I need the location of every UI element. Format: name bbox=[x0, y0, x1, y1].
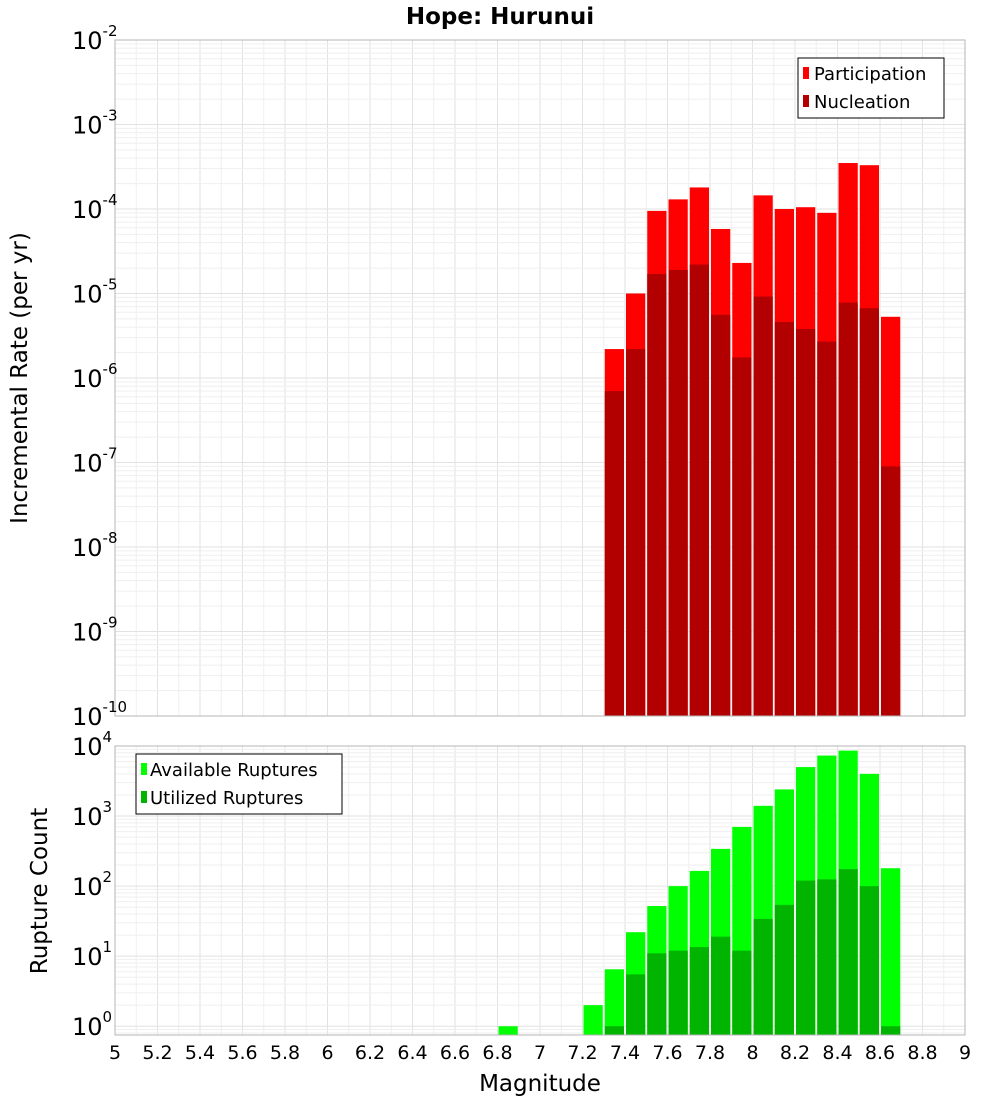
y-tick-label: 10-5 bbox=[72, 276, 118, 309]
y-tick-label: 10-3 bbox=[72, 107, 118, 140]
y-tick-label: 10-8 bbox=[72, 529, 118, 562]
available-ruptures-legend-swatch bbox=[141, 763, 147, 775]
count-plot: 100 101 102 103 104 5 5.2 5.4 5.6 5.8 6 6.2 6.4 6.6 6… bbox=[27, 728, 971, 1097]
count-y-axis-label: Rupture Count bbox=[27, 808, 53, 974]
utilized-ruptures-legend-swatch bbox=[141, 791, 147, 803]
x-tick-label: 8.4 bbox=[822, 1042, 852, 1064]
nucleation-bar bbox=[668, 269, 688, 716]
utilized-ruptures-bar bbox=[838, 869, 858, 1035]
count-legend-box bbox=[135, 753, 343, 815]
x-tick-label: 7.6 bbox=[652, 1042, 682, 1064]
nucleation-bar bbox=[732, 357, 752, 716]
y-tick-label: 101 bbox=[72, 938, 112, 971]
x-tick-label: 7.4 bbox=[610, 1042, 640, 1064]
nucleation-bar bbox=[838, 302, 858, 716]
y-tick-label: 10-6 bbox=[72, 360, 118, 393]
y-tick-label: 103 bbox=[72, 798, 112, 831]
utilized-ruptures-legend-label: Utilized Ruptures bbox=[150, 788, 303, 809]
utilized-ruptures-bar bbox=[859, 886, 879, 1035]
x-tick-label: 8.8 bbox=[907, 1042, 937, 1064]
utilized-ruptures-bar bbox=[689, 947, 709, 1035]
x-tick-label: 8 bbox=[746, 1042, 758, 1064]
x-tick-labels: 5 5.2 5.4 5.6 5.8 6 6.2 6.4 6.6 6.8 7 7.2 7.4 7.6 7.8 8… bbox=[109, 1042, 971, 1064]
x-axis-label: Magnitude bbox=[479, 1071, 601, 1097]
nucleation-bar bbox=[881, 466, 901, 716]
available-ruptures-bar bbox=[583, 1005, 603, 1035]
nucleation-bar bbox=[796, 329, 816, 716]
x-tick-label: 6.8 bbox=[482, 1042, 512, 1064]
x-tick-label: 6.2 bbox=[355, 1042, 385, 1064]
nucleation-bar bbox=[647, 274, 667, 716]
utilized-ruptures-bar bbox=[881, 1026, 901, 1035]
nucleation-bar bbox=[689, 264, 709, 716]
available-ruptures-bar bbox=[881, 868, 901, 1035]
x-tick-label: 5.6 bbox=[227, 1042, 257, 1064]
nucleation-legend-label: Nucleation bbox=[814, 92, 910, 113]
available-ruptures-bar bbox=[604, 969, 624, 1035]
x-tick-label: 5.2 bbox=[142, 1042, 172, 1064]
utilized-ruptures-bar bbox=[647, 953, 667, 1035]
nucleation-bar bbox=[774, 321, 794, 716]
rate-plot-frame bbox=[114, 39, 966, 717]
utilized-ruptures-bar bbox=[774, 904, 794, 1035]
x-tick-label: 6.6 bbox=[440, 1042, 470, 1064]
utilized-ruptures-bar bbox=[732, 950, 752, 1035]
utilized-ruptures-bar bbox=[668, 950, 688, 1035]
x-tick-label: 5 bbox=[109, 1042, 121, 1064]
rate-plot-bars bbox=[604, 163, 901, 717]
x-tick-label: 8.2 bbox=[780, 1042, 810, 1064]
rate-y-tick-labels: 10-10 10-9 10-8 10-7 10-6 10-5 10-4 10-3 10-2 bbox=[72, 22, 127, 731]
available-ruptures-legend-label: Available Ruptures bbox=[150, 760, 318, 781]
count-y-tick-labels: 100 101 102 103 104 bbox=[72, 728, 112, 1041]
rate-legend-box bbox=[797, 57, 945, 119]
rate-y-axis-label: Incremental Rate (per yr) bbox=[7, 232, 33, 524]
x-tick-label: 7.8 bbox=[695, 1042, 725, 1064]
x-tick-label: 7.2 bbox=[567, 1042, 597, 1064]
participation-legend-swatch bbox=[803, 67, 809, 79]
y-tick-label: 10-4 bbox=[72, 191, 118, 224]
nucleation-bar bbox=[753, 296, 773, 716]
y-tick-label: 104 bbox=[72, 728, 112, 761]
x-tick-label: 5.4 bbox=[185, 1042, 215, 1064]
nucleation-bar bbox=[817, 341, 837, 716]
utilized-ruptures-bar bbox=[604, 1026, 624, 1035]
count-legend: Available Ruptures Utilized Ruptures bbox=[135, 753, 343, 815]
count-plot-bars bbox=[498, 750, 901, 1035]
nucleation-bar bbox=[604, 391, 624, 716]
rate-plot-grid bbox=[114, 39, 966, 717]
y-tick-label: 10-7 bbox=[72, 445, 118, 478]
nucleation-bar bbox=[626, 349, 646, 716]
y-tick-label: 10-10 bbox=[72, 698, 127, 731]
count-plot-frame bbox=[114, 745, 966, 1036]
x-tick-label: 5.8 bbox=[270, 1042, 300, 1064]
participation-legend-label: Participation bbox=[814, 64, 926, 85]
nucleation-bar bbox=[711, 314, 731, 716]
x-tick-label: 7 bbox=[534, 1042, 546, 1064]
chart-title: Hope: Hurunui bbox=[406, 4, 594, 30]
y-tick-label: 10-9 bbox=[72, 614, 118, 647]
y-tick-label: 100 bbox=[72, 1008, 112, 1041]
rate-legend: Participation Nucleation bbox=[797, 57, 945, 119]
rate-plot: 10-10 10-9 10-8 10-7 10-6 10-5 10-4 10-3 10-2 In… bbox=[7, 22, 966, 731]
x-tick-label: 6.4 bbox=[397, 1042, 427, 1064]
nucleation-legend-swatch bbox=[803, 95, 809, 107]
utilized-ruptures-bar bbox=[753, 918, 773, 1035]
utilized-ruptures-bar bbox=[626, 974, 646, 1035]
y-tick-label: 10-2 bbox=[72, 22, 118, 55]
nucleation-bar bbox=[859, 308, 879, 716]
utilized-ruptures-bar bbox=[796, 880, 816, 1035]
x-tick-label: 9 bbox=[959, 1042, 971, 1064]
utilized-ruptures-bar bbox=[817, 879, 837, 1035]
available-ruptures-bar bbox=[498, 1026, 518, 1035]
x-tick-label: 8.6 bbox=[865, 1042, 895, 1064]
utilized-ruptures-bar bbox=[711, 936, 731, 1035]
y-tick-label: 102 bbox=[72, 868, 112, 901]
x-tick-label: 6 bbox=[321, 1042, 333, 1064]
